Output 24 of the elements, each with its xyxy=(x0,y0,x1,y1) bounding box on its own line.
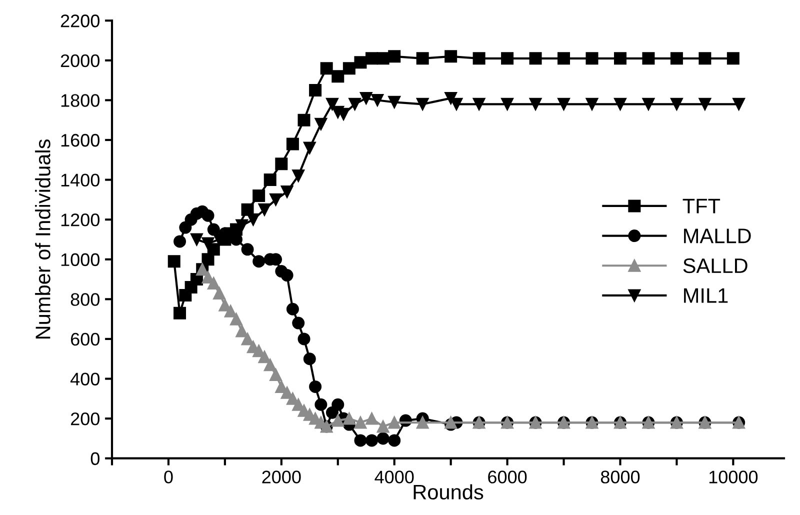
y-tick-label: 1600 xyxy=(61,134,100,147)
y-tick-label: 1000 xyxy=(61,253,100,266)
legend-label: SALLD xyxy=(683,258,748,274)
y-tick-label: 2000 xyxy=(60,54,100,68)
x-axis-title: Rounds xyxy=(414,484,484,500)
y-tick-label: 800 xyxy=(70,293,100,306)
y-tick-label: 2200 xyxy=(60,14,100,28)
x-tick-label: 8000 xyxy=(600,470,640,484)
y-axis-title: Number of Individuals xyxy=(35,139,50,339)
y-tick-label: 1400 xyxy=(61,174,100,186)
x-tick-label: 10000 xyxy=(709,470,758,484)
y-tick-label: 600 xyxy=(70,332,100,346)
legend-label: TFT xyxy=(682,198,720,214)
y-tick-label: 200 xyxy=(70,412,100,426)
y-tick-label: 0 xyxy=(90,452,100,466)
y-tick-label: 1200 xyxy=(61,214,100,226)
x-tick-label: 4000 xyxy=(374,470,414,484)
y-tick-label: 400 xyxy=(70,372,100,386)
x-tick-label: 0 xyxy=(164,470,173,484)
x-tick-label: 2000 xyxy=(262,470,301,484)
legend-label: MIL1 xyxy=(684,288,728,303)
legend-label: MALLD xyxy=(684,228,751,244)
x-tick-label: 6000 xyxy=(488,470,527,484)
y-tick-label: 1800 xyxy=(61,94,100,107)
